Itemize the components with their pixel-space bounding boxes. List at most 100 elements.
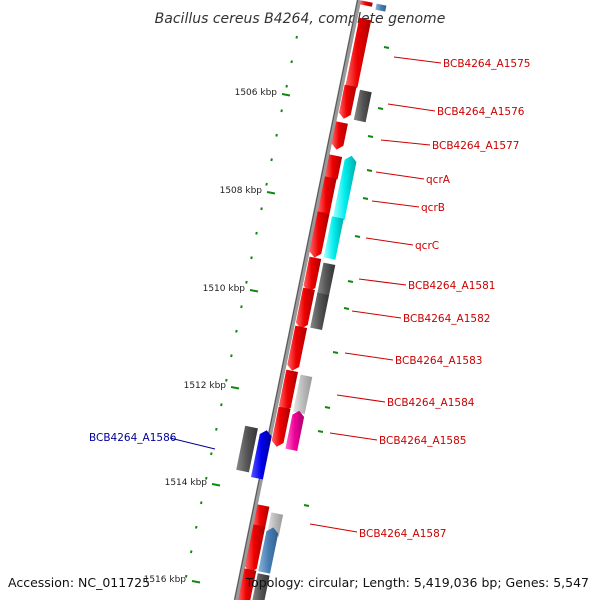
minor-tick (220, 403, 223, 407)
anchor-tick (383, 46, 390, 49)
leader-line (169, 437, 216, 450)
gene-label-bcb4264-a1587[interactable]: BCB4264_A1587 (359, 528, 446, 540)
minor-tick (225, 378, 228, 382)
major-tick (191, 580, 201, 584)
kbp-label: 1506 kbp (235, 88, 278, 98)
major-tick (211, 483, 221, 487)
minor-tick (189, 550, 193, 554)
minor-tick (210, 452, 213, 456)
gene-label-qcra[interactable]: qcrA (426, 174, 451, 186)
leader-line (358, 278, 407, 286)
gene-feature[interactable] (309, 211, 330, 258)
position-tick-ring (184, 35, 390, 584)
minor-tick (285, 84, 288, 88)
gene-feature[interactable] (332, 155, 357, 220)
gene-feature[interactable] (244, 524, 266, 573)
gene-feature[interactable] (251, 430, 272, 480)
label-leader-lines (169, 56, 442, 533)
minor-tick (270, 158, 273, 162)
gene-feature[interactable] (360, 0, 373, 7)
gene-feature[interactable] (271, 406, 291, 447)
leader-line (387, 103, 436, 112)
minor-tick (205, 476, 208, 480)
gene-label-qcrb[interactable]: qcrB (421, 202, 445, 214)
gene-label-bcb4264-a1577[interactable]: BCB4264_A1577 (432, 140, 519, 152)
minor-tick (245, 280, 248, 284)
leader-line (375, 171, 425, 180)
kbp-label: 1512 kbp (184, 381, 227, 391)
gene-feature[interactable] (278, 369, 298, 412)
major-tick (249, 289, 259, 293)
gene-label-bcb4264-a1586[interactable]: BCB4264_A1586 (89, 432, 177, 444)
leader-line (351, 310, 402, 319)
anchor-tick (367, 135, 374, 138)
minor-tick (255, 231, 258, 235)
anchor-tick (377, 107, 384, 110)
gene-feature[interactable] (238, 568, 257, 600)
minor-tick (265, 182, 268, 186)
gene-label-bcb4264-a1581[interactable]: BCB4264_A1581 (408, 280, 495, 292)
leader-line (344, 352, 394, 361)
gene-feature[interactable] (252, 573, 270, 600)
gene-label-bcb4264-a1582[interactable]: BCB4264_A1582 (403, 313, 490, 325)
kbp-label: 1514 kbp (165, 478, 208, 488)
minor-tick (194, 525, 198, 529)
gene-feature[interactable] (345, 17, 372, 91)
minor-tick (200, 501, 203, 505)
minor-tick (235, 329, 238, 333)
gene-label-bcb4264-a1583[interactable]: BCB4264_A1583 (395, 355, 482, 367)
minor-tick (250, 256, 253, 260)
gene-feature[interactable] (293, 374, 313, 414)
anchor-tick (303, 504, 310, 507)
major-tick (281, 93, 291, 97)
leader-line (336, 394, 386, 403)
gene-feature[interactable] (236, 425, 258, 473)
anchor-tick (354, 235, 361, 238)
minor-tick (275, 133, 278, 137)
gene-feature[interactable] (324, 154, 343, 183)
gene-feature[interactable] (287, 325, 308, 371)
gene-feature[interactable] (339, 84, 357, 119)
gene-label-bcb4264-a1576[interactable]: BCB4264_A1576 (437, 106, 525, 118)
gene-label-bcb4264-a1575[interactable]: BCB4264_A1575 (443, 58, 530, 70)
gene-label-bcb4264-a1584[interactable]: BCB4264_A1584 (387, 397, 475, 409)
gene-feature[interactable] (310, 292, 330, 330)
genome-backbone (233, 0, 362, 600)
gene-feature[interactable] (285, 410, 305, 451)
genome-title: Bacillus cereus B4264, complete genome (155, 11, 446, 27)
accession-text: Accession: NC_011725 (8, 575, 150, 590)
minor-tick (260, 207, 263, 211)
gene-feature[interactable] (295, 287, 315, 329)
anchor-tick (347, 280, 354, 283)
minor-tick (230, 354, 233, 358)
gene-feature[interactable] (331, 121, 348, 150)
anchor-tick (332, 351, 339, 354)
minor-tick (295, 35, 298, 39)
major-tick (266, 191, 276, 195)
anchor-tick (317, 430, 324, 433)
gene-feature[interactable] (317, 262, 336, 296)
leader-line (393, 56, 442, 64)
gene-feature[interactable] (375, 3, 387, 12)
gene-feature[interactable] (258, 527, 279, 574)
kbp-label: 1510 kbp (203, 284, 246, 294)
gene-feature[interactable] (317, 176, 337, 218)
gene-label-bcb4264-a1585[interactable]: BCB4264_A1585 (379, 435, 466, 447)
anchor-tick (362, 197, 369, 200)
minor-tick (280, 109, 283, 113)
gene-feature[interactable] (323, 216, 344, 260)
gene-labels: BCB4264_A1575 BCB4264_A1576 BCB4264_A157… (89, 58, 530, 540)
leader-line (365, 237, 414, 246)
topology-text: Topology: circular; Length: 5,419,036 bp… (245, 575, 589, 590)
gene-feature[interactable] (303, 256, 322, 292)
gene-label-qcrc[interactable]: qcrC (415, 240, 439, 252)
minor-tick (184, 574, 188, 578)
leader-line (371, 200, 420, 208)
leader-line (329, 432, 378, 441)
gene-feature[interactable] (353, 89, 372, 123)
kbp-label: 1508 kbp (220, 186, 263, 196)
minor-tick (240, 305, 243, 309)
leader-line (380, 139, 431, 146)
